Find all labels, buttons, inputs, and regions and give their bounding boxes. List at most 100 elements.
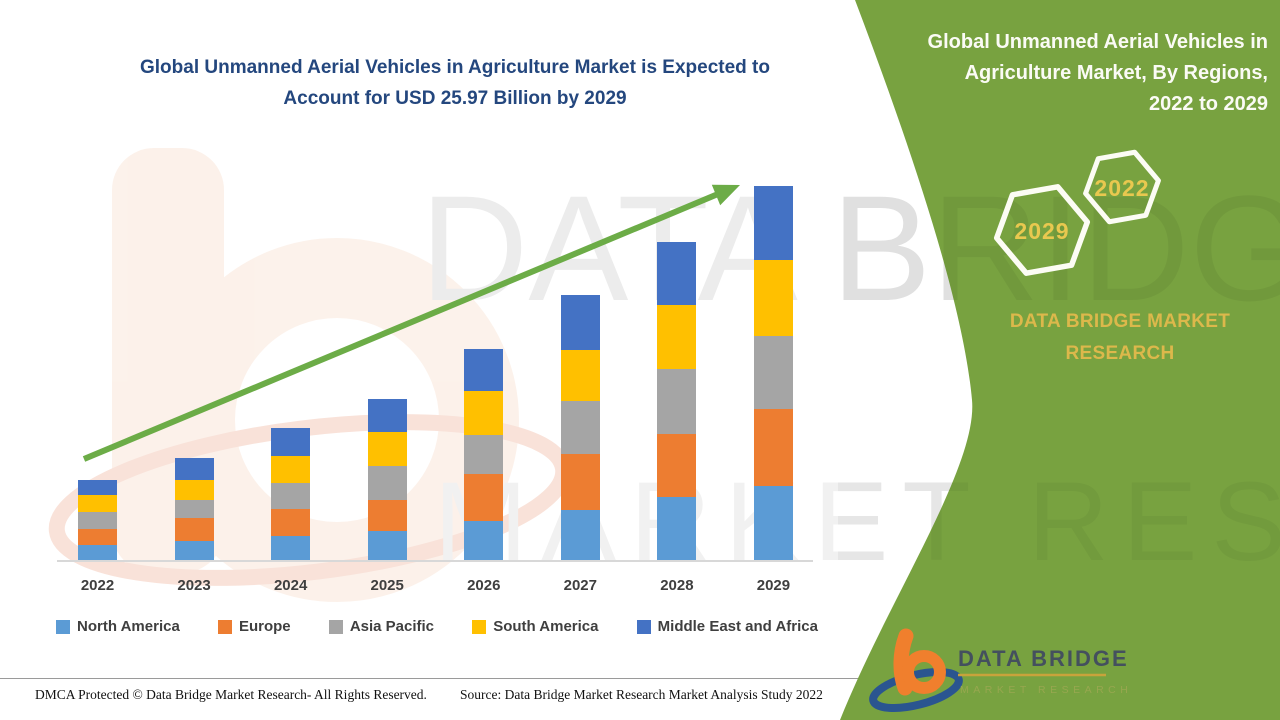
bar-segment-2028-asia-pacific <box>657 368 697 434</box>
bar-chart-plot <box>58 180 812 561</box>
legend-item-asia-pacific: Asia Pacific <box>328 618 435 635</box>
bar-segment-2026-europe <box>464 474 504 521</box>
dmca-note: DMCA Protected © Data Bridge Market Rese… <box>35 687 427 702</box>
bar-segment-2023-north-america <box>174 540 214 561</box>
bar-segment-2029-south-america <box>753 260 793 336</box>
legend-label: Europe <box>238 618 291 635</box>
bar-segment-2023-middle-east-and-africa <box>174 458 214 481</box>
legend-label: North America <box>77 618 180 635</box>
chart-title: Global Unmanned Aerial Vehicles in Agric… <box>40 52 870 114</box>
stacked-bar-2028 <box>657 241 697 561</box>
x-tick-label-2024: 2024 <box>273 577 308 594</box>
stacked-bar-2029 <box>753 185 793 561</box>
bar-segment-2028-europe <box>657 433 697 498</box>
chart-title-line2: Account for USD 25.97 Billion by 2029 <box>283 88 627 109</box>
bar-segment-2024-middle-east-and-africa <box>271 428 311 456</box>
side-panel: DATA BRIDGE MARKET RESEARCH 2022 2029 DA… <box>838 0 1280 720</box>
hexagon-2022: 2022 <box>1083 149 1161 225</box>
legend-item-north-america: North America <box>56 618 180 635</box>
legend-swatch <box>217 619 232 634</box>
stacked-bar-2023 <box>174 458 214 561</box>
green-panel-shape <box>840 0 1280 720</box>
chart-title-line1: Global Unmanned Aerial Vehicles in Agric… <box>140 57 770 78</box>
bar-segment-2023-south-america <box>174 480 214 501</box>
bar-segment-2024-asia-pacific <box>271 482 311 509</box>
legend-swatch <box>636 619 651 634</box>
side-panel-graphics: DATA BRIDGE MARKET RESEARCH 2022 2029 DA… <box>838 0 1280 720</box>
legend-swatch <box>472 619 487 634</box>
bar-segment-2023-asia-pacific <box>174 500 214 518</box>
bar-segment-2028-middle-east-and-africa <box>657 241 697 306</box>
bar-segment-2026-middle-east-and-africa <box>464 348 504 391</box>
x-axis-labels: 2022 2023 2024 2025 2026 2027 2028 2029 <box>58 577 812 594</box>
bar-segment-2028-north-america <box>657 497 697 561</box>
bar-segment-2023-europe <box>174 517 214 541</box>
bar-segment-2025-north-america <box>367 530 407 561</box>
bar-segment-2026-south-america <box>464 390 504 436</box>
bar-segment-2025-south-america <box>367 432 407 466</box>
watermark-on-green-row2: MARKET RESEARCH <box>838 459 1280 584</box>
x-axis-line <box>57 560 813 562</box>
x-tick-label-2022: 2022 <box>80 577 115 594</box>
stacked-bar-2026 <box>464 348 504 561</box>
x-tick-label-2025: 2025 <box>370 577 404 594</box>
hexagon-2029-label: 2029 <box>1014 218 1069 244</box>
bar-segment-2027-middle-east-and-africa <box>560 295 600 351</box>
bar-segment-2024-north-america <box>271 536 311 561</box>
side-panel-title-line3: 2022 to 2029 <box>1149 93 1268 115</box>
logo-subtitle: MARKET RESEARCH <box>960 684 1132 696</box>
legend-label: South America <box>493 618 599 635</box>
bar-segment-2024-south-america <box>271 455 311 483</box>
bar-segment-2027-asia-pacific <box>560 400 600 455</box>
bar-segment-2025-europe <box>367 500 407 531</box>
bar-segment-2022-north-america <box>78 545 117 561</box>
stacked-bar-2024 <box>271 428 311 561</box>
logo-title: DATA BRIDGE <box>958 646 1129 671</box>
stacked-bar-2025 <box>367 399 407 561</box>
stacked-bar-2027 <box>560 295 600 561</box>
x-tick-label-2029: 2029 <box>756 577 791 594</box>
bar-segment-2028-south-america <box>657 305 697 369</box>
hexagon-2029: 2029 <box>993 184 1091 276</box>
bar-segment-2029-north-america <box>753 485 793 561</box>
bar-segment-2029-middle-east-and-africa <box>753 185 793 261</box>
bar-segment-2027-europe <box>560 454 600 511</box>
bar-segment-2029-asia-pacific <box>753 335 793 410</box>
source-note: Source: Data Bridge Market Research Mark… <box>460 687 823 702</box>
legend-label: Middle East and Africa <box>657 618 818 635</box>
bar-segment-2027-south-america <box>560 350 600 401</box>
x-tick-label-2028: 2028 <box>660 577 694 594</box>
brand-text-line1: DATA BRIDGE MARKET <box>1009 311 1231 332</box>
bar-segment-2026-north-america <box>464 520 504 561</box>
x-tick-label-2026: 2026 <box>467 577 501 594</box>
stacked-bar-2022 <box>78 480 117 561</box>
brand-text-line2: RESEARCH <box>1065 343 1175 364</box>
hexagon-2022-label: 2022 <box>1094 175 1149 201</box>
bar-segment-2025-middle-east-and-africa <box>367 399 407 433</box>
bar-segment-2027-north-america <box>560 510 600 561</box>
x-tick-label-2023: 2023 <box>177 577 211 594</box>
footer: DMCA Protected © Data Bridge Market Rese… <box>0 678 860 719</box>
side-panel-title-line2: Agriculture Market, By Regions, <box>964 62 1268 84</box>
bar-segment-2022-middle-east-and-africa <box>78 480 117 495</box>
legend-item-europe: Europe <box>217 618 291 635</box>
x-tick-label-2027: 2027 <box>563 577 597 594</box>
legend-item-south-america: South America <box>472 618 599 635</box>
side-panel-title: Global Unmanned Aerial Vehicles in Agric… <box>898 27 1268 120</box>
bar-segment-2026-asia-pacific <box>464 435 504 475</box>
legend-label: Asia Pacific <box>349 618 435 635</box>
brand-text: DATA BRIDGE MARKET RESEARCH <box>968 306 1272 370</box>
legend-item-middle-east-and-africa: Middle East and Africa <box>636 618 818 635</box>
dbmr-logo: DATA BRIDGE MARKET RESEARCH <box>869 628 1132 713</box>
bar-segment-2029-europe <box>753 409 793 486</box>
bar-segment-2022-europe <box>78 529 117 546</box>
bar-segment-2022-south-america <box>78 494 117 512</box>
legend-swatch <box>328 619 343 634</box>
side-panel-title-line1: Global Unmanned Aerial Vehicles in <box>927 31 1268 53</box>
logo-b-stem <box>893 628 914 696</box>
chart-legend: North America Europe Asia Pacific South Ame… <box>56 618 818 635</box>
logo-b-bowl <box>902 650 946 694</box>
legend-swatch <box>56 619 70 634</box>
bar-segment-2022-asia-pacific <box>78 511 117 530</box>
